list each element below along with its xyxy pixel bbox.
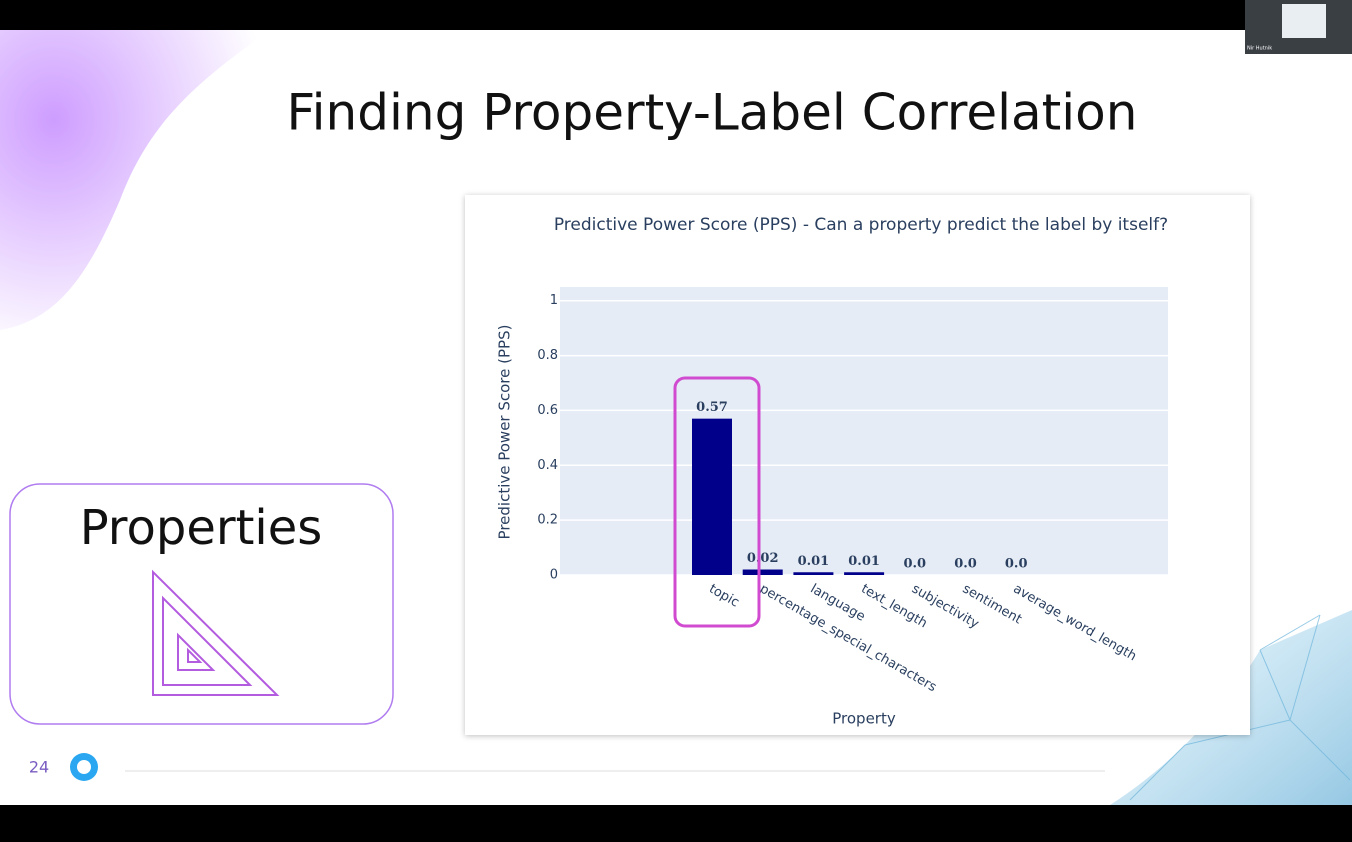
y-tick-label: 0 (550, 568, 558, 583)
ruler-icon (152, 569, 280, 696)
wave-decoration (0, 30, 270, 330)
plot-area (560, 287, 1168, 575)
data-label: 0.0 (1005, 557, 1028, 572)
data-label: 0.02 (747, 551, 779, 566)
page-number: 24 (29, 758, 49, 777)
data-label: 0.01 (848, 554, 880, 569)
top-bar (0, 0, 1352, 30)
y-tick-label: 0.6 (537, 403, 558, 418)
bar (793, 572, 834, 575)
bottom-bar (0, 805, 1352, 842)
data-label: 0.01 (798, 554, 830, 569)
card-title: Properties (80, 500, 323, 556)
slide-title: Finding Property-Label Correlation (287, 84, 1138, 142)
data-label: 0.57 (696, 400, 728, 415)
y-tick-label: 0.8 (537, 348, 558, 363)
chart-title: Predictive Power Score (PPS) - Can a pro… (554, 215, 1168, 235)
y-tick-label: 1 (550, 293, 558, 308)
bar (692, 418, 732, 575)
webcam-screen (1282, 4, 1326, 38)
data-label: 0.0 (954, 557, 977, 572)
x-axis-title: Property (832, 710, 896, 728)
properties-card (9, 483, 394, 725)
y-tick-label: 0.2 (537, 513, 558, 528)
y-tick-label: 0.4 (537, 458, 558, 473)
presenter-name: Nir Hutnik (1247, 46, 1272, 52)
data-label: 0.0 (903, 557, 926, 572)
highlight-box (673, 376, 761, 628)
y-axis-title: Predictive Power Score (PPS) (496, 325, 514, 540)
bar (742, 569, 783, 575)
bar (844, 572, 885, 575)
logo-inner (77, 760, 91, 774)
